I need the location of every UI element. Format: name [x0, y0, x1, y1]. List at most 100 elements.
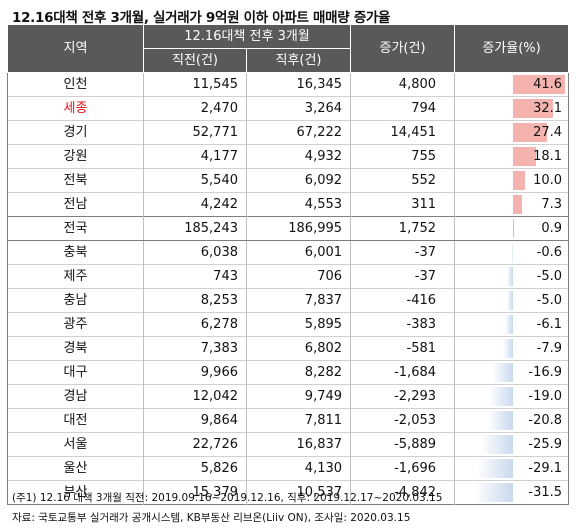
region-cell: 경남 [7, 384, 144, 409]
footnote-period: (주1) 12.16 대책 3개월 직전: 2019.09.16~2019.12… [12, 492, 443, 504]
change-cell: -37 [350, 240, 455, 265]
region-cell: 제주 [7, 264, 144, 289]
before-cell: 9,864 [143, 408, 247, 433]
rate-bar [513, 75, 566, 94]
region-cell: 경기 [7, 120, 144, 145]
rate-label: 7.3 [541, 197, 563, 212]
before-cell: 6,278 [143, 312, 247, 337]
before-cell: 5,540 [143, 168, 247, 193]
region-cell: 충북 [7, 240, 144, 265]
rate-bar [503, 339, 514, 358]
change-cell: -416 [350, 288, 455, 313]
rate-cell: -0.6 [454, 240, 570, 265]
change-cell: 552 [350, 168, 455, 193]
rate-cell: 0.9 [454, 216, 570, 241]
rate-cell: 10.0 [454, 168, 570, 193]
table-row: 울산 5,826 4,130 -1,696 -29.1 [7, 456, 570, 481]
rate-bar [512, 243, 514, 262]
region-cell: 부산 [7, 480, 144, 505]
before-cell: 7,383 [143, 336, 247, 361]
rate-bar [513, 99, 554, 118]
region-cell: 전북 [7, 168, 144, 193]
change-cell: -5,889 [350, 432, 455, 457]
before-cell: 9,966 [143, 360, 247, 385]
change-cell: -383 [350, 312, 455, 337]
table-row: 충북 6,038 6,001 -37 -0.6 [7, 240, 570, 265]
region-cell: 인천 [7, 72, 144, 97]
before-cell: 22,726 [143, 432, 247, 457]
rate-bar [513, 171, 526, 190]
before-cell: 12,042 [143, 384, 247, 409]
rate-bar [513, 123, 548, 142]
before-cell: 6,038 [143, 240, 247, 265]
table-row: 세종 2,470 3,264 794 32.1 [7, 96, 570, 121]
rate-bar [474, 483, 514, 502]
after-cell: 16,837 [245, 432, 351, 457]
change-cell: -1,684 [350, 360, 455, 385]
table-row: 전남 4,242 4,553 311 7.3 [7, 192, 570, 217]
region-cell: 광주 [7, 312, 144, 337]
rate-label: -31.5 [528, 485, 563, 500]
change-cell: 1,752 [350, 216, 455, 241]
rate-bar [507, 267, 514, 286]
rate-cell: -6.1 [454, 312, 570, 337]
region-cell: 강원 [7, 144, 144, 169]
footnotes: (주1) 12.16 대책 3개월 직전: 2019.09.16~2019.12… [12, 488, 442, 528]
rate-cell: 18.1 [454, 144, 570, 169]
rate-cell: -31.5 [454, 480, 570, 505]
rate-label: -19.0 [528, 389, 563, 404]
footnote-source: 자료: 국토교통부 실거래가 공개시스템, KB부동산 리브온(Liiv ON)… [12, 512, 411, 524]
rate-bar [487, 411, 514, 430]
after-cell: 186,995 [245, 216, 351, 241]
before-cell: 5,826 [143, 456, 247, 481]
data-table: 지역 12.16대책 전후 3개월 증가(건) 증가율(%) 직전(건) 직후(… [7, 24, 570, 505]
rate-label: 41.6 [533, 77, 563, 92]
rate-cell: -5.0 [454, 288, 570, 313]
before-cell: 8,253 [143, 288, 247, 313]
region-cell: 경북 [7, 336, 144, 361]
rate-label: -5.0 [536, 293, 563, 308]
after-cell: 10,537 [245, 480, 351, 505]
before-cell: 15,379 [143, 480, 247, 505]
region-cell: 서울 [7, 432, 144, 457]
rate-bar [513, 219, 515, 238]
table-row: 경북 7,383 6,802 -581 -7.9 [7, 336, 570, 361]
rate-cell: -5.0 [454, 264, 570, 289]
rate-label: -0.6 [536, 245, 563, 260]
change-cell: -581 [350, 336, 455, 361]
table-row: 대구 9,966 8,282 -1,684 -16.9 [7, 360, 570, 385]
after-cell: 8,282 [245, 360, 351, 385]
after-cell: 4,553 [245, 192, 351, 217]
after-cell: 16,345 [245, 72, 351, 97]
table-row: 충남 8,253 7,837 -416 -5.0 [7, 288, 570, 313]
rate-label: -25.9 [528, 437, 563, 452]
table-row: 광주 6,278 5,895 -383 -6.1 [7, 312, 570, 337]
rate-label: -29.1 [528, 461, 563, 476]
rate-label: 27.4 [533, 125, 563, 140]
table-row: 제주 743 706 -37 -5.0 [7, 264, 570, 289]
header-after: 직후(건) [245, 48, 352, 73]
rate-label: 10.0 [533, 173, 563, 188]
region-cell: 대구 [7, 360, 144, 385]
after-cell: 5,895 [245, 312, 351, 337]
rate-cell: -7.9 [454, 336, 570, 361]
rate-bar [513, 195, 523, 214]
rate-bar [477, 459, 514, 478]
before-cell: 4,242 [143, 192, 247, 217]
rate-cell: 7.3 [454, 192, 570, 217]
change-cell: 4,800 [350, 72, 455, 97]
table-row: 인천 11,545 16,345 4,800 41.6 [7, 72, 570, 97]
change-cell: -2,053 [350, 408, 455, 433]
after-cell: 3,264 [245, 96, 351, 121]
rate-label: -16.9 [528, 365, 563, 380]
header-rate: 증가율(%) [454, 24, 570, 73]
before-cell: 4,177 [143, 144, 247, 169]
rate-cell: -20.8 [454, 408, 570, 433]
change-cell: -2,293 [350, 384, 455, 409]
header-region: 지역 [7, 24, 144, 73]
rate-label: -5.0 [536, 269, 563, 284]
rate-bar [481, 435, 514, 454]
change-cell: -1,696 [350, 456, 455, 481]
before-cell: 185,243 [143, 216, 247, 241]
table-row: 대전 9,864 7,811 -2,053 -20.8 [7, 408, 570, 433]
